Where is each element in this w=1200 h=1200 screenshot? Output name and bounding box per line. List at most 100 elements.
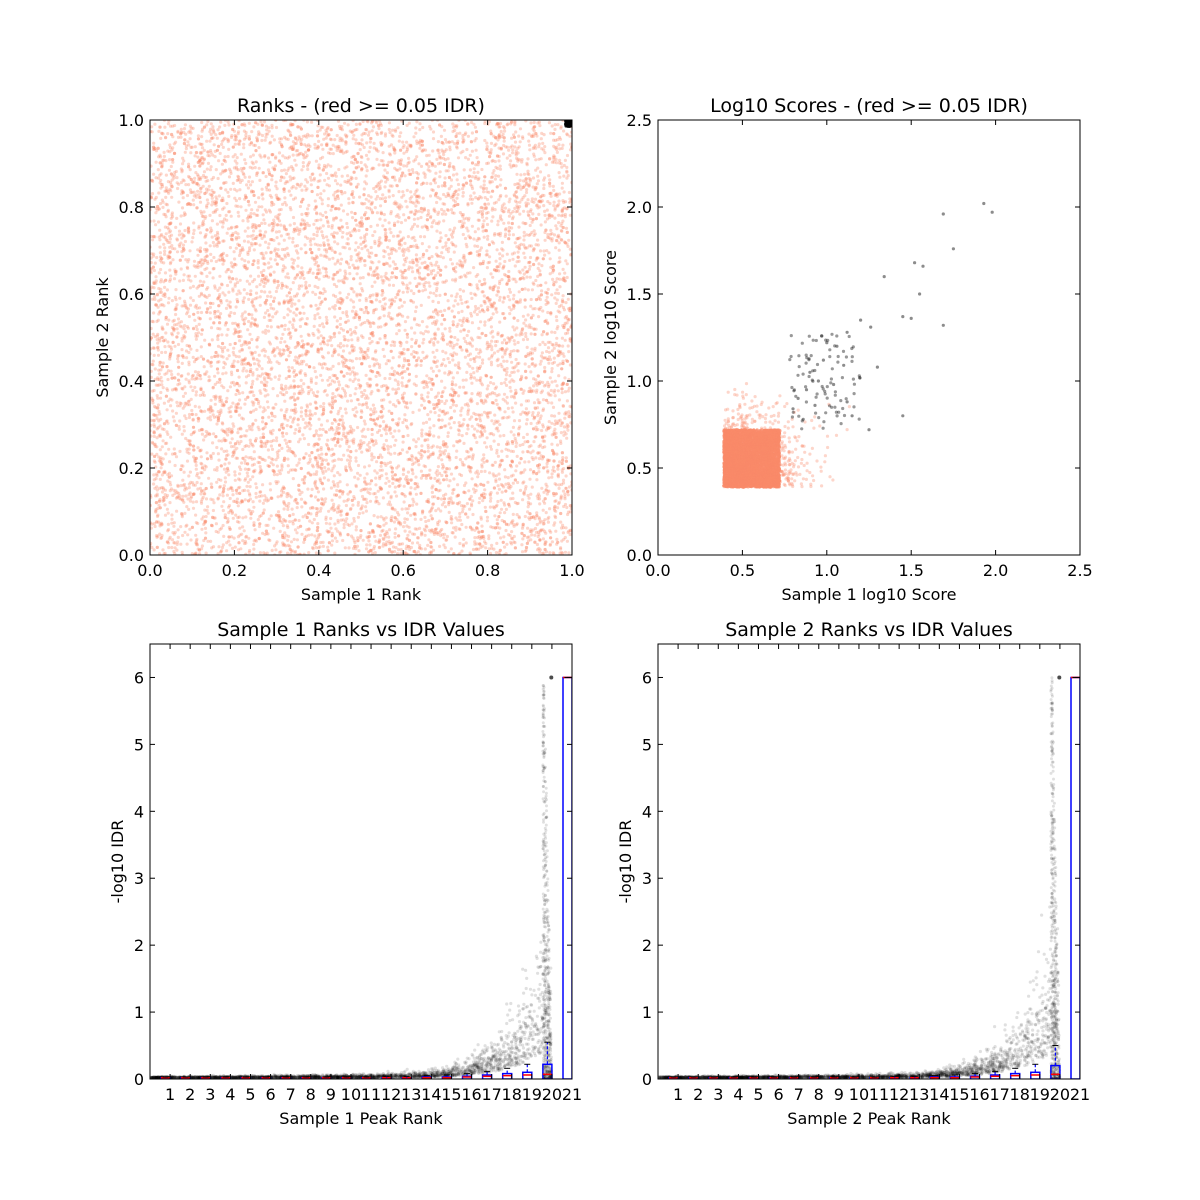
data-point [497,198,501,202]
data-point [325,393,329,397]
data-point [547,121,552,125]
data-point [442,424,447,428]
data-point [550,414,554,418]
data-point [472,266,476,270]
data-point [556,309,560,313]
data-point [496,531,501,535]
data-point [496,286,500,290]
data-point [166,122,170,126]
data-point [394,438,398,442]
data-point [553,388,557,392]
data-point [550,401,554,405]
data-point [455,449,459,453]
data-point [451,122,455,126]
data-point [264,523,268,528]
data-point [461,507,465,511]
data-point [196,189,200,193]
data-point [231,181,235,185]
data-point [210,355,214,359]
data-point [202,492,206,496]
data-point [284,519,288,523]
data-point [338,252,342,256]
data-point [199,455,203,459]
data-point [326,176,331,180]
data-point [246,226,250,230]
data-point [561,531,566,535]
data-point [345,242,349,246]
data-point [452,421,456,425]
data-point [298,389,302,393]
data-point [529,332,533,336]
data-point [155,436,159,440]
data-point [528,223,532,228]
data-point [520,543,524,547]
data-point [528,477,532,481]
data-point [279,178,283,183]
data-point [170,211,174,215]
data-point [502,392,507,396]
data-point [267,415,271,419]
data-point [232,346,236,350]
data-point [227,147,231,151]
data-point [550,367,554,371]
data-point [307,533,311,537]
data-point [528,275,532,279]
data-point [480,332,484,336]
data-point [411,170,415,175]
data-point [205,451,209,455]
data-point [346,399,350,403]
data-point [559,431,564,435]
data-point [364,505,368,509]
data-point [300,532,304,536]
data-point [302,382,306,386]
data-point [407,168,411,172]
data-point [516,480,520,485]
data-point [507,305,511,309]
data-point [550,475,554,479]
data-point [458,288,462,292]
data-point [345,371,349,376]
data-point [400,542,405,546]
data-point [469,291,473,295]
data-point [275,473,279,477]
data-point [509,540,513,545]
data-point [320,347,324,351]
data-point [176,357,180,361]
data-point [485,190,489,194]
data-point [422,284,426,289]
data-point [212,255,216,260]
data-point [243,158,247,162]
data-point [420,242,424,246]
data-point [461,289,466,293]
data-point [327,307,332,311]
data-point [373,241,377,246]
data-point [351,137,355,141]
data-point [347,445,351,449]
data-point [180,515,184,519]
data-point [490,219,494,223]
data-point [156,353,161,357]
data-point [228,543,232,547]
data-point [242,239,247,243]
data-point [184,416,188,421]
data-point [367,150,371,154]
data-point [447,194,451,198]
data-point [465,147,469,152]
data-point [241,219,245,223]
data-point [152,141,156,145]
data-point [488,499,493,503]
data-point [287,501,291,506]
data-point [497,174,501,178]
data-point [167,191,171,195]
data-point [366,248,370,252]
data-point [412,159,416,163]
data-point [547,174,551,178]
data-point [282,168,287,172]
data-point [251,379,255,383]
data-point [198,200,203,204]
data-point [524,399,529,403]
data-point [152,419,156,423]
data-point [260,133,265,138]
data-point [370,551,375,555]
data-point [367,464,371,468]
